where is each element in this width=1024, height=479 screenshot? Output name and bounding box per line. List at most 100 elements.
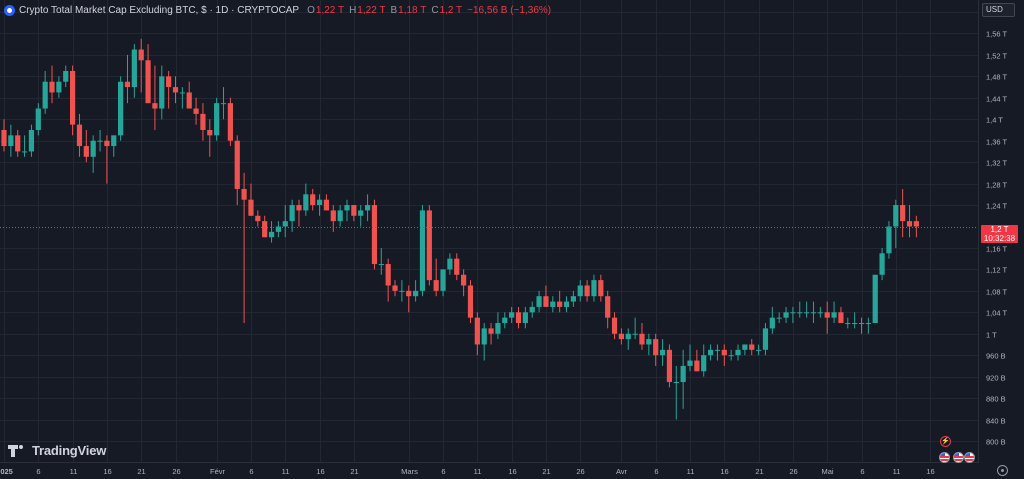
y-tick-label: 1,32 T [986,159,1008,168]
candle-body [845,323,851,325]
candle-body [364,205,371,211]
candle [193,97,199,125]
us-flag-event-icon-2[interactable] [953,452,964,463]
candle-body [906,221,913,227]
candle-body [234,140,240,189]
candle-body [756,349,762,351]
candle-body [145,60,151,104]
candle-body [97,140,103,142]
candle [131,44,137,98]
candle [756,344,762,356]
candle [310,188,316,211]
candle-body [56,81,62,93]
candle-body [673,382,679,384]
candle [831,301,837,324]
candle [900,188,906,238]
candle [886,221,892,259]
x-tick-label: 16 [926,467,934,476]
candle [467,280,474,324]
candle-body [35,108,41,130]
candle-body [865,323,871,325]
change-value: −16,56 B (−1,36%) [467,4,552,16]
candle-body [488,328,494,334]
candle [282,205,288,238]
candle-body [159,76,165,109]
currency-selector[interactable]: USD [982,3,1015,17]
candle [838,306,844,324]
candle-body [454,258,460,275]
candle [694,349,700,372]
candle [605,290,611,329]
candle [166,70,172,109]
candle-body [433,280,439,291]
y-tick-label: 1,48 T [986,73,1008,82]
candle-body [303,194,309,211]
chart-settings-icon[interactable] [997,465,1008,476]
lightning-event-icon[interactable]: ⚡ [940,436,951,447]
candle [557,290,563,313]
candle [15,129,21,157]
y-tick-label: 960 B [986,352,1006,361]
candle-body [584,285,590,297]
candle-body [474,317,480,345]
y-tick-label: 1,12 T [986,266,1008,275]
y-tick-label: 1,28 T [986,181,1008,190]
candle-body [838,312,844,324]
y-tick-label: 800 B [986,438,1006,447]
symbol-logo-icon [4,4,15,16]
candle [124,54,131,104]
low-value: 1,18 T [398,4,427,16]
symbol-legend[interactable]: Crypto Total Market Cap Excluding BTC, $… [4,2,551,18]
candle-body [111,135,117,147]
candle-body [447,258,453,270]
candle [172,76,179,104]
candle-body [886,226,892,254]
candle [749,339,755,356]
y-tick-label: 1 T [986,331,997,340]
candle-body [721,349,727,356]
candle [618,328,624,345]
time-axis[interactable]: 2025 6 11 16 21 26 Févr 6 11 16 21 Mars 6 11 16 21 26 Avr… [0,467,935,476]
candle [502,312,508,329]
candle [707,344,714,361]
candle [845,317,851,329]
candle [138,38,144,93]
candle-body [509,312,515,318]
candle [611,312,618,340]
candle [584,280,590,302]
candle [440,269,446,297]
candle-body [316,199,323,206]
us-flag-event-icon-3[interactable] [964,452,975,463]
candle [255,210,261,227]
us-flag-event-icon[interactable] [939,452,950,463]
candle-body [714,349,721,351]
symbol-title[interactable]: Crypto Total Market Cap Excluding BTC, $… [19,4,300,16]
candle [742,344,748,356]
y-tick-label: 1,44 T [986,95,1008,104]
candle [563,296,570,313]
candle [577,280,583,302]
candle-body [275,226,281,232]
bar-countdown: 10:32:38 [983,234,1016,243]
candle [721,344,727,366]
candle [790,306,796,324]
candle-body [351,205,357,216]
candle-body [241,188,247,200]
candle-body [536,296,542,307]
candle-body [557,301,563,307]
candle-body [701,355,707,372]
candle-body [200,113,206,130]
candle-body [515,312,522,324]
candle-body [543,296,549,307]
candle [268,221,275,243]
candle-body [406,290,412,297]
candle-body [776,317,782,319]
high-label: H [349,4,357,16]
price-axis[interactable]: 1,6 T1,56 T1,52 T1,48 T1,44 T1,4 T1,36 T… [986,9,1008,447]
tradingview-logo[interactable]: TradingView [8,443,106,458]
candle-body [104,140,110,147]
candle [495,312,501,340]
candle-body [392,285,398,291]
candle-body [8,135,14,147]
